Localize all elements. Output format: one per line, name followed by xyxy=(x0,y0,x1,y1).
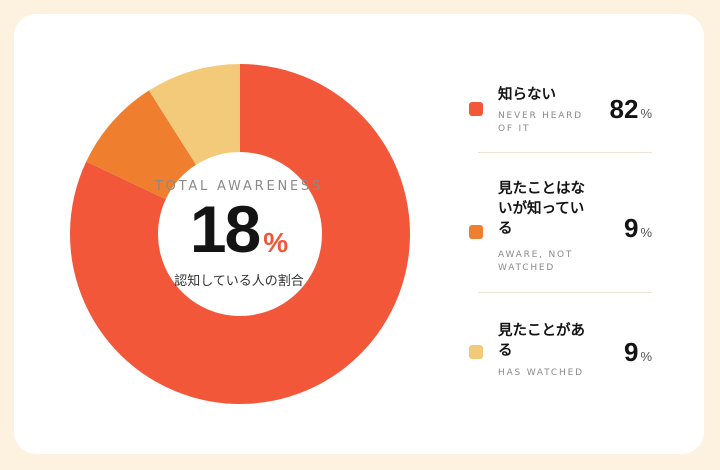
donut-slice-1 xyxy=(70,64,411,404)
legend-value-number: 9 xyxy=(623,337,639,367)
legend-label: 見たことはないが知っている xyxy=(498,181,585,237)
legend-item-never-heard: 知らない NEVER HEARD OF IT 82% xyxy=(466,80,652,152)
legend-value: 9% xyxy=(624,213,652,244)
legend-label: 見たことがある xyxy=(498,323,585,359)
donut-chart xyxy=(70,64,411,404)
legend-sublabel: AWARE, NOT WATCHED xyxy=(498,250,574,273)
legend-swatch xyxy=(469,225,483,239)
legend-label: 知らない xyxy=(498,87,556,103)
legend-value-unit: % xyxy=(640,225,652,240)
total-awareness-label: TOTAL AWARENESS xyxy=(154,179,324,194)
donut-slice-3 xyxy=(148,64,240,165)
total-awareness-number: 18 xyxy=(189,192,261,266)
legend-sublabel: NEVER HEARD OF IT xyxy=(498,111,583,134)
legend-divider xyxy=(478,292,652,293)
legend-divider xyxy=(478,152,652,153)
total-awareness-value: 18% xyxy=(149,196,329,262)
legend-swatch xyxy=(469,345,483,359)
legend-value-unit: % xyxy=(640,106,652,121)
legend-value: 82% xyxy=(610,94,652,125)
legend-item-aware-not-watched: 見たことはないが知っている AWARE, NOT WATCHED 9% xyxy=(466,153,652,292)
chart-card: TOTAL AWARENESS 18% 認知している人の割合 知らない NEVE… xyxy=(14,14,704,454)
total-awareness-sublabel: 認知している人の割合 xyxy=(174,274,304,289)
legend-sublabel: HAS WATCHED xyxy=(498,368,584,378)
legend: 知らない NEVER HEARD OF IT 82% 見たことはないが知っている… xyxy=(466,80,652,403)
legend-item-has-watched: 見たことがある HAS WATCHED 9% xyxy=(466,293,652,403)
legend-swatch xyxy=(469,102,483,116)
total-awareness-unit: % xyxy=(263,227,289,258)
donut-slice-2 xyxy=(86,90,197,200)
donut-center: TOTAL AWARENESS 18% 認知している人の割合 xyxy=(149,179,329,289)
legend-value: 9% xyxy=(624,337,652,368)
legend-value-number: 9 xyxy=(623,213,639,243)
legend-value-unit: % xyxy=(640,349,652,364)
legend-value-number: 82 xyxy=(609,94,639,124)
